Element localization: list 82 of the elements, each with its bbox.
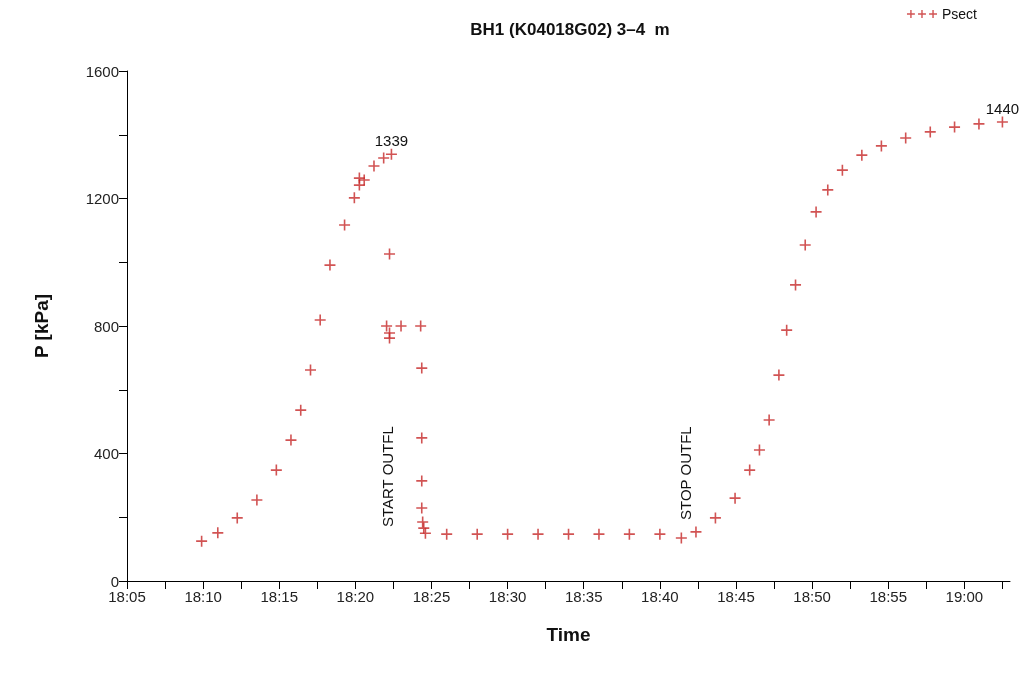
point [383,247,396,261]
point [592,527,606,541]
point [972,117,986,131]
point [821,183,835,197]
legend-label: Psect [941,6,978,22]
point [415,501,429,515]
y-tick-label: 1200 [85,190,119,207]
y-tick-label: 1600 [85,62,119,80]
point [353,178,366,192]
point [689,525,703,539]
x-tick-label: 18:05 [108,588,146,605]
annotation: 1339 [374,132,409,150]
y-axis-title: P [kPa] [31,293,52,359]
point [798,238,812,252]
point [875,139,888,153]
point [284,433,298,447]
point [270,463,283,477]
x-tick-label: 18:50 [793,588,831,605]
point [728,491,742,505]
point [250,493,264,507]
point [789,278,802,292]
point [562,527,575,541]
point [414,319,427,333]
point [809,205,823,219]
point [762,413,776,427]
x-tick-label: 18:35 [564,588,603,605]
point [470,527,484,541]
point [304,363,317,377]
x-tick-label: 18:25 [412,588,451,605]
x-tick-label: 18:10 [184,588,222,605]
point [377,151,390,165]
point [501,527,514,541]
point [855,148,869,162]
x-tick-label: 18:30 [488,588,527,605]
point [836,163,849,177]
point [338,218,351,232]
point [753,443,766,457]
x-tick-label: 18:40 [641,588,679,605]
point [419,526,432,540]
y-tick-label: 400 [93,445,119,462]
x-tick-label: 18:20 [336,588,375,605]
point [531,527,545,541]
x-tick-label: 18:15 [260,588,299,605]
point [383,331,396,345]
point [623,527,636,541]
point [417,521,431,535]
annotation: 1440 [985,100,1020,117]
point [415,474,429,488]
point [323,258,337,272]
point [709,511,722,525]
y-tick-label: 800 [93,317,119,335]
point [195,534,208,548]
chart-title: BH1 (K04018G02) 3–4 m [470,20,670,39]
x-tick-label: 19:00 [945,588,984,605]
point [899,131,912,145]
point [230,511,244,525]
point [367,159,381,173]
point [923,125,937,139]
point [743,463,756,477]
point [357,173,371,187]
point [780,323,793,337]
point [440,527,453,541]
x-tick-label: 18:45 [717,588,755,605]
point [385,147,398,161]
point [415,431,429,445]
point [415,361,429,375]
point [294,403,308,417]
point [348,191,361,205]
x-tick-label: 18:55 [869,588,908,605]
point [948,120,961,134]
annotation: STOP OUTFL [677,426,694,520]
point [416,515,429,529]
point [772,368,786,382]
x-axis-title: Time [546,624,591,645]
y-tick-label: 0 [110,572,119,590]
point [394,319,408,333]
point [996,115,1009,129]
annotation: START OUTFL [379,426,396,527]
point [653,527,667,541]
point [313,313,327,327]
point [675,531,688,545]
point [211,526,225,540]
